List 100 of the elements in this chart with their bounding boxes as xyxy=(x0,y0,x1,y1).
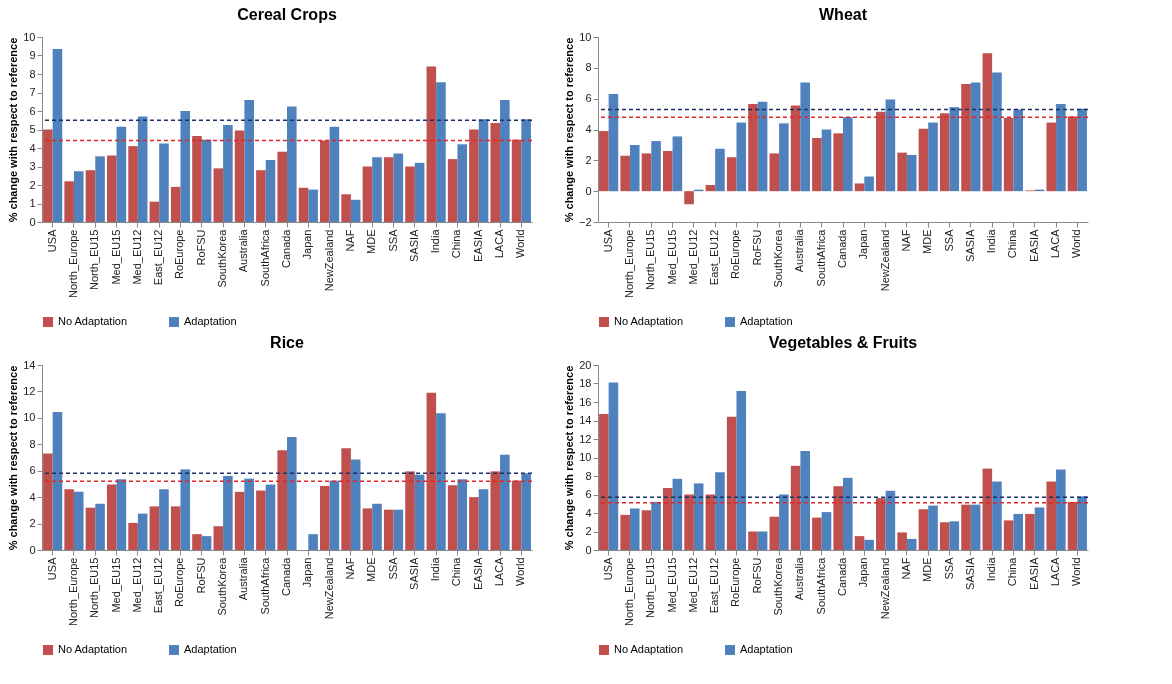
bar xyxy=(918,509,929,550)
bar xyxy=(854,183,865,192)
x-tick-label: North_EU15 xyxy=(88,229,101,291)
bar xyxy=(320,485,330,550)
bar xyxy=(137,116,148,222)
bar xyxy=(73,171,84,222)
bar xyxy=(106,484,117,550)
bar xyxy=(73,491,84,550)
x-tick-label: RoFSU xyxy=(194,557,207,594)
bar xyxy=(620,155,630,192)
y-tick-label: 0 xyxy=(29,543,36,556)
x-tick-label: SSA xyxy=(942,556,955,580)
bar xyxy=(1046,122,1057,192)
bar xyxy=(170,506,181,550)
y-tick-label: 9 xyxy=(29,49,36,61)
x-tick-label: East_EU12 xyxy=(708,557,721,614)
x-tick-label: RoFSU xyxy=(750,229,763,266)
x-tick-label: SouthAfrica xyxy=(258,228,271,287)
y-tick-label: 6 xyxy=(29,104,36,117)
bar xyxy=(192,534,202,550)
x-tick-label: SouthAfrica xyxy=(258,556,271,615)
x-tick-label: SouthKorea xyxy=(772,556,785,616)
bar xyxy=(812,137,822,192)
bar xyxy=(992,72,1002,192)
bar xyxy=(426,66,437,222)
bar xyxy=(651,501,661,550)
x-tick-label: Canada xyxy=(280,556,292,597)
bar xyxy=(757,531,768,550)
bar xyxy=(812,517,822,550)
y-tick-label: 0 xyxy=(585,543,592,556)
bar xyxy=(821,512,832,550)
bar xyxy=(629,144,640,192)
x-tick-label: World xyxy=(514,229,527,259)
legend-label: Adaptation xyxy=(740,315,793,327)
bar xyxy=(350,459,361,550)
bar xyxy=(490,123,501,222)
bar xyxy=(620,514,630,550)
x-tick-label: USA xyxy=(601,556,614,581)
x-tick-label: North_EU15 xyxy=(644,557,657,619)
x-tick-label: India xyxy=(429,228,442,254)
bar xyxy=(982,53,993,192)
bar xyxy=(1056,469,1066,550)
x-tick-label: USA xyxy=(601,228,614,253)
bar xyxy=(876,111,886,192)
x-tick-label: MDE xyxy=(365,557,378,582)
bar xyxy=(383,157,394,222)
bar xyxy=(715,472,725,550)
bar xyxy=(159,143,169,222)
x-tick-label: NAF xyxy=(899,557,912,580)
legend-label: Adaptation xyxy=(184,643,237,655)
bar xyxy=(350,199,361,222)
bar xyxy=(287,106,297,222)
bar xyxy=(949,521,960,550)
bar xyxy=(116,126,127,222)
x-tick-label: India xyxy=(429,556,442,582)
bar xyxy=(906,154,917,192)
bar xyxy=(651,141,661,192)
bar xyxy=(478,489,489,550)
bar xyxy=(705,494,716,550)
bar xyxy=(726,157,737,192)
bar xyxy=(928,122,938,192)
bar xyxy=(341,194,351,222)
x-tick-label: RoEurope xyxy=(173,229,186,280)
legend-label: No Adaptation xyxy=(614,315,684,327)
bar xyxy=(672,136,683,192)
x-tick-label: East_EU12 xyxy=(708,229,721,286)
bar xyxy=(992,481,1002,550)
bar xyxy=(85,170,96,222)
bar xyxy=(1013,513,1024,550)
y-tick-label: 8 xyxy=(585,61,592,74)
bar xyxy=(918,128,929,192)
x-tick-label: RoEurope xyxy=(173,557,186,608)
bar xyxy=(234,130,245,222)
bar xyxy=(95,503,105,550)
x-tick-label: North_EU15 xyxy=(88,557,101,619)
y-tick-label: 10 xyxy=(23,411,36,424)
bar xyxy=(800,82,810,192)
y-tick-label: 7 xyxy=(29,86,36,98)
bar xyxy=(726,416,737,550)
bar xyxy=(705,185,716,192)
x-tick-label: LACA xyxy=(493,228,506,259)
bar xyxy=(843,117,853,192)
y-tick-label: 1 xyxy=(29,197,36,209)
x-tick-label: India xyxy=(985,228,998,254)
bar xyxy=(736,390,747,550)
x-tick-label: Australia xyxy=(793,228,806,273)
bar xyxy=(736,122,747,192)
x-tick-label: RoFSU xyxy=(750,557,763,594)
bar xyxy=(748,531,758,550)
y-tick-label: 6 xyxy=(585,488,592,500)
x-tick-label: SouthAfrica xyxy=(814,228,827,287)
x-tick-label: NewZealand xyxy=(878,557,891,620)
x-tick-label: SouthKorea xyxy=(772,228,785,288)
bar xyxy=(447,485,458,550)
y-axis-title: % change with respect to reference xyxy=(7,365,20,551)
x-tick-label: SASIA xyxy=(407,556,420,590)
x-tick-label: North_Europe xyxy=(622,229,635,298)
bar xyxy=(821,129,832,192)
bar xyxy=(511,139,522,222)
bar xyxy=(265,160,276,222)
